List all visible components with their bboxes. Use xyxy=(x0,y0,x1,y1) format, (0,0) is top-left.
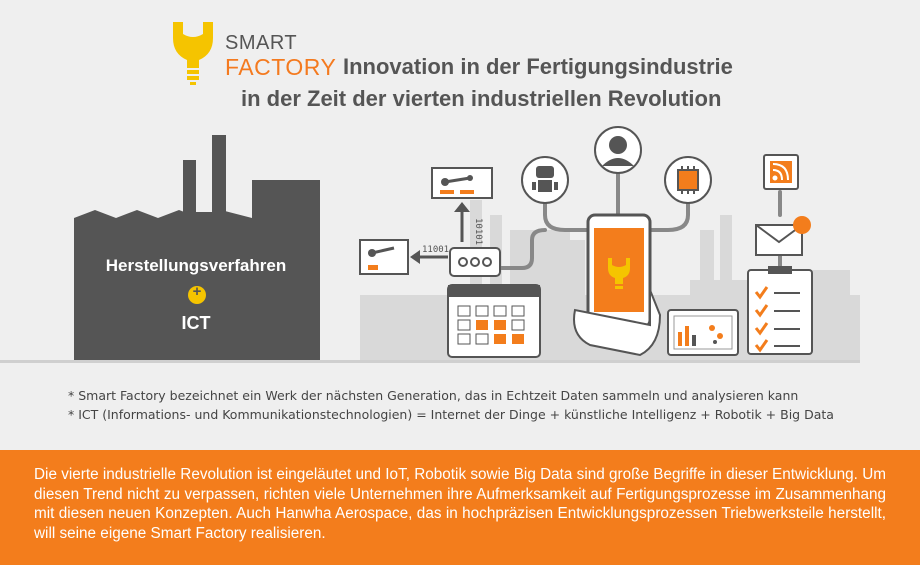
person-icon xyxy=(594,126,642,174)
smart-factory-illustration: 10101 11001 xyxy=(0,126,860,363)
plus-circle xyxy=(188,286,206,304)
footnotes: * Smart Factory bezeichnet ein Werk der … xyxy=(68,386,834,424)
robot-icon xyxy=(521,156,569,204)
smartphone-icon xyxy=(573,213,662,357)
envelope-icon xyxy=(755,216,811,256)
factory-building xyxy=(74,135,320,360)
binary-left: 11001 xyxy=(422,245,449,255)
title-line-2: in der Zeit der vierten industriellen Re… xyxy=(241,86,722,111)
logo: SMART FACTORY xyxy=(165,18,337,88)
binary-vertical: 10101 xyxy=(473,218,483,245)
logo-smart-text: SMART xyxy=(225,32,298,54)
summary-text: Die vierte industrielle Revolution ist e… xyxy=(34,466,886,542)
wrench-bulb-icon xyxy=(173,22,213,85)
connection-lines xyxy=(498,170,782,272)
factory-label-top: Herstellungsverfahren xyxy=(105,256,287,275)
factory-plus: + xyxy=(192,283,202,300)
checklist-icon xyxy=(747,266,813,355)
calendar-icon xyxy=(447,284,541,358)
factory-label-bottom: ICT xyxy=(181,313,211,333)
title-line-1: Innovation in der Fertigungsindustrie xyxy=(343,54,733,79)
arrow-left-icon xyxy=(410,250,420,264)
arrow-up-icon xyxy=(454,202,470,212)
robot-arm-icon xyxy=(431,167,493,199)
footnote-2: * ICT (Informations- und Kommunikationst… xyxy=(68,407,834,422)
chip-icon xyxy=(664,156,712,204)
rss-icon xyxy=(763,154,799,190)
chat-bubble-icon xyxy=(449,247,501,277)
summary-banner: Die vierte industrielle Revolution ist e… xyxy=(0,450,920,565)
tablet-chart-icon xyxy=(667,309,739,356)
footnote-1: * Smart Factory bezeichnet ein Werk der … xyxy=(68,388,799,403)
robot-arm-icon xyxy=(359,239,409,275)
logo-factory-text: FACTORY xyxy=(225,54,337,80)
